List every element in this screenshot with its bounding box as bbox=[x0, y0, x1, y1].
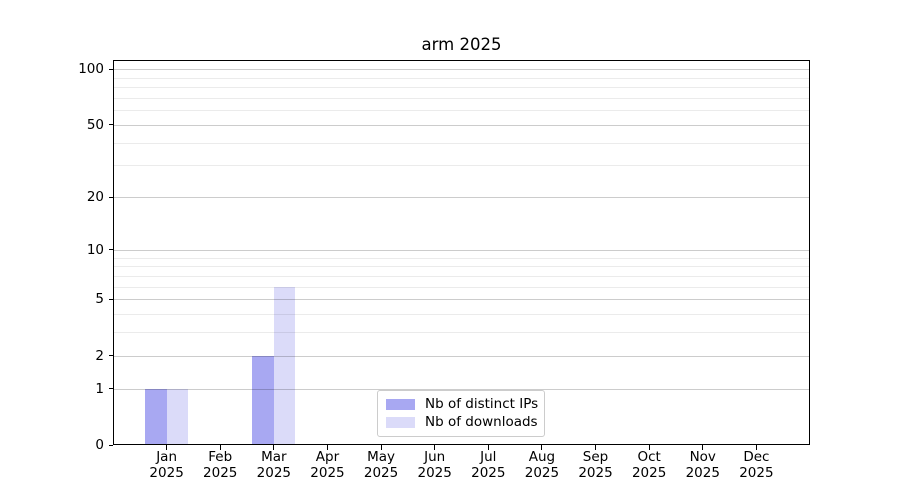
x-tick-mark-aug bbox=[541, 445, 542, 450]
legend-item-distinct-ips: Nb of distinct IPs bbox=[386, 396, 539, 413]
y-tick-label-2: 2 bbox=[95, 347, 104, 364]
x-tick-mark-jun bbox=[434, 445, 435, 450]
gridline-y-6 bbox=[113, 286, 810, 288]
chart-title: arm 2025 bbox=[421, 35, 502, 54]
x-tick-year: 2025 bbox=[149, 465, 184, 481]
gridline-y-80 bbox=[113, 87, 810, 89]
x-tick-label-mar: Mar 2025 bbox=[242, 449, 306, 481]
x-tick-month: Sep bbox=[582, 449, 609, 465]
bar-downloads-mar bbox=[273, 286, 296, 445]
gridline-y-7 bbox=[113, 275, 810, 277]
x-tick-mark-feb bbox=[220, 445, 221, 450]
x-tick-mark-jul bbox=[488, 445, 489, 450]
gridline-y-4 bbox=[113, 313, 810, 315]
x-tick-label-feb: Feb 2025 bbox=[188, 449, 252, 481]
x-tick-year: 2025 bbox=[685, 465, 720, 481]
x-tick-month: Apr bbox=[315, 449, 340, 465]
gridline-y-30 bbox=[113, 165, 810, 167]
legend-item-downloads: Nb of downloads bbox=[386, 413, 538, 431]
bar-distinct-ips-mar bbox=[252, 355, 274, 445]
x-tick-mark-may bbox=[381, 445, 382, 450]
x-tick-mark-jan bbox=[166, 445, 167, 450]
y-tick-mark-10 bbox=[109, 249, 113, 250]
gridline-y-8 bbox=[113, 266, 810, 268]
x-tick-label-dec: Dec 2025 bbox=[724, 449, 788, 481]
x-tick-year: 2025 bbox=[578, 465, 613, 481]
gridline-y-3 bbox=[113, 332, 810, 334]
x-tick-label-jun: Jun 2025 bbox=[403, 449, 467, 481]
x-tick-year: 2025 bbox=[417, 465, 452, 481]
legend: Nb of distinct IPs Nb of downloads bbox=[377, 390, 545, 437]
x-tick-year: 2025 bbox=[524, 465, 560, 481]
x-tick-month: May bbox=[367, 449, 396, 465]
x-tick-year: 2025 bbox=[739, 465, 774, 481]
x-tick-mark-sep bbox=[595, 445, 596, 450]
x-tick-month: Feb bbox=[208, 449, 233, 465]
x-tick-year: 2025 bbox=[631, 465, 667, 481]
y-tick-mark-50 bbox=[109, 124, 113, 125]
y-tick-mark-2 bbox=[109, 355, 113, 356]
y-tick-mark-100 bbox=[109, 69, 113, 70]
x-tick-month: Aug bbox=[528, 449, 556, 465]
x-tick-year: 2025 bbox=[363, 465, 399, 481]
x-tick-month: Jul bbox=[480, 449, 497, 465]
legend-swatch-downloads bbox=[386, 416, 415, 428]
legend-label-distinct-ips: Nb of distinct IPs bbox=[425, 396, 539, 413]
y-tick-mark-5 bbox=[109, 299, 113, 300]
gridline-y-100 bbox=[113, 69, 810, 71]
x-tick-year: 2025 bbox=[203, 465, 238, 481]
y-tick-label-0: 0 bbox=[95, 437, 104, 453]
legend-swatch-distinct-ips bbox=[386, 399, 415, 411]
x-tick-label-jul: Jul 2025 bbox=[456, 449, 520, 481]
gridline-y-5 bbox=[113, 299, 810, 301]
gridline-y-50 bbox=[113, 124, 810, 126]
x-tick-mark-apr bbox=[327, 445, 328, 450]
legend-label-downloads: Nb of downloads bbox=[425, 413, 538, 430]
gridline-y-9 bbox=[113, 257, 810, 259]
gridline-y-60 bbox=[113, 110, 810, 112]
x-tick-month: Jun bbox=[424, 449, 446, 465]
x-tick-label-nov: Nov 2025 bbox=[671, 449, 735, 481]
x-tick-mark-mar bbox=[273, 445, 274, 450]
x-tick-month: Dec bbox=[743, 449, 770, 465]
x-tick-year: 2025 bbox=[256, 465, 292, 481]
x-tick-mark-nov bbox=[702, 445, 703, 450]
x-tick-label-oct: Oct 2025 bbox=[617, 449, 681, 481]
gridline-y-20 bbox=[113, 197, 810, 199]
x-tick-year: 2025 bbox=[310, 465, 345, 481]
x-tick-mark-dec bbox=[756, 445, 757, 450]
x-tick-label-may: May 2025 bbox=[349, 449, 413, 481]
y-tick-mark-0 bbox=[109, 445, 113, 446]
y-tick-label-20: 20 bbox=[86, 189, 104, 206]
y-tick-label-1: 1 bbox=[95, 380, 104, 397]
x-tick-month: Jan bbox=[156, 449, 178, 465]
y-tick-label-10: 10 bbox=[86, 241, 104, 258]
bar-distinct-ips-jan bbox=[145, 388, 167, 445]
gridline-y-1 bbox=[113, 388, 810, 390]
gridline-y-2 bbox=[113, 355, 810, 357]
plot-area bbox=[113, 60, 810, 445]
x-tick-month: Mar bbox=[261, 449, 287, 465]
y-tick-label-100: 100 bbox=[78, 61, 104, 78]
x-tick-month: Nov bbox=[689, 449, 716, 465]
y-tick-label-5: 5 bbox=[95, 291, 104, 308]
x-tick-label-aug: Aug 2025 bbox=[510, 449, 574, 481]
x-tick-label-jan: Jan 2025 bbox=[135, 449, 199, 481]
y-tick-label-50: 50 bbox=[86, 116, 104, 133]
x-tick-mark-oct bbox=[649, 445, 650, 450]
gridline-y-90 bbox=[113, 77, 810, 79]
x-tick-label-apr: Apr 2025 bbox=[295, 449, 359, 481]
gridline-y-40 bbox=[113, 142, 810, 144]
y-tick-mark-20 bbox=[109, 197, 113, 198]
x-tick-month: Oct bbox=[637, 449, 661, 465]
gridline-y-10 bbox=[113, 249, 810, 251]
bar-downloads-jan bbox=[166, 388, 189, 445]
x-tick-label-sep: Sep 2025 bbox=[564, 449, 628, 481]
x-tick-year: 2025 bbox=[471, 465, 506, 481]
gridline-y-70 bbox=[113, 97, 810, 99]
y-tick-mark-1 bbox=[109, 388, 113, 389]
